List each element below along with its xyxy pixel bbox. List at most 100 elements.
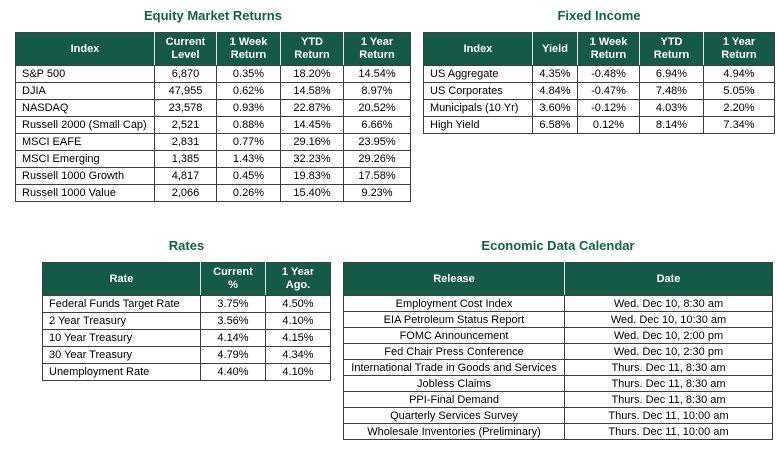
- cell: Wholesale Inventories (Preliminary): [343, 423, 565, 440]
- cell: -0.12%: [577, 99, 640, 117]
- cell: Jobless Claims: [343, 375, 565, 392]
- table-row: 30 Year Treasury 4.79% 4.34%: [42, 346, 331, 364]
- cell: 4.35%: [532, 65, 578, 83]
- cell: NASDAQ: [15, 99, 155, 117]
- cell: 4.10%: [265, 363, 331, 381]
- cell: 4.34%: [265, 346, 331, 364]
- table-row: Federal Funds Target Rate 3.75% 4.50%: [42, 295, 331, 313]
- cell: 29.16%: [280, 133, 344, 151]
- cell: Wed. Dec 10, 2:30 pm: [564, 343, 773, 360]
- cell: 0.88%: [216, 116, 281, 134]
- cell: 8.14%: [639, 116, 704, 134]
- cell: Wed. Dec 10, 10:30 am: [564, 311, 773, 328]
- cell: -0.48%: [577, 65, 640, 83]
- cell: 7.34%: [703, 116, 775, 134]
- cell: Thurs. Dec 11, 10:00 am: [564, 407, 773, 424]
- cell: 30 Year Treasury: [42, 346, 201, 364]
- cell: S&P 500: [15, 65, 155, 83]
- cell: 4.84%: [532, 82, 578, 100]
- cell: 14.58%: [280, 82, 344, 100]
- cell: Thurs. Dec 11, 8:30 am: [564, 359, 773, 376]
- cell: 18.20%: [280, 65, 344, 83]
- cell: 20.52%: [343, 99, 411, 117]
- cell: Wed. Dec 10, 2:00 pm: [564, 327, 773, 344]
- cell: 14.45%: [280, 116, 344, 134]
- cell: 0.62%: [216, 82, 281, 100]
- cell: Fed Chair Press Conference: [343, 343, 565, 360]
- table-row: Unemployment Rate 4.40% 4.10%: [42, 363, 331, 381]
- table-row: FOMC Announcement Wed. Dec 10, 2:00 pm: [343, 327, 773, 344]
- cell: 2,521: [154, 116, 217, 134]
- cell: 4.15%: [265, 329, 331, 347]
- cell: FOMC Announcement: [343, 327, 565, 344]
- rates-column-header-2: 1 Year Ago.: [265, 262, 331, 296]
- table-row: MSCI Emerging 1,385 1.43% 32.23% 29.26%: [15, 150, 411, 168]
- cell: 3.56%: [200, 312, 266, 330]
- cell: 3.60%: [532, 99, 578, 117]
- rates-table: Rate Current% 1 Year Ago. Federal Funds Targ…: [42, 262, 331, 381]
- table-row: High Yield 6.58% 0.12% 8.14% 7.34%: [423, 116, 775, 134]
- table-row: Quarterly Services Survey Thurs. Dec 11, …: [343, 407, 773, 424]
- cell: 14.54%: [343, 65, 411, 83]
- cell: Thurs. Dec 11, 8:30 am: [564, 391, 773, 408]
- cell: 6,870: [154, 65, 217, 83]
- economic-data-calendar-title: Economic Data Calendar: [481, 238, 635, 253]
- cell: DJIA: [15, 82, 155, 100]
- equity-market-returns-table: Index Current Level 1 Week Return YTD Return 1 …: [15, 32, 411, 202]
- equity-market-returns-column-header-3: YTD Return: [280, 32, 344, 66]
- cell: 8.97%: [343, 82, 411, 100]
- cell: PPI-Final Demand: [343, 391, 565, 408]
- cell: 1.43%: [216, 150, 281, 168]
- cell: 32.23%: [280, 150, 344, 168]
- cell: US Aggregate: [423, 65, 533, 83]
- cell: Municipals (10 Yr): [423, 99, 533, 117]
- cell: 17.58%: [343, 167, 411, 185]
- table-row: Wholesale Inventories (Preliminary) Thurs…: [343, 423, 773, 440]
- cell: 2,831: [154, 133, 217, 151]
- table-row: Fed Chair Press Conference Wed. Dec 10, 2…: [343, 343, 773, 360]
- cell: 23.95%: [343, 133, 411, 151]
- cell: 10 Year Treasury: [42, 329, 201, 347]
- equity-market-returns-column-header-4: 1 Year Return: [343, 32, 411, 66]
- header-row: Index Yield 1 Week Return YTD Return 1 Year Ret…: [423, 32, 775, 66]
- cell: 3.75%: [200, 295, 266, 313]
- cell: 6.58%: [532, 116, 578, 134]
- rates-section: Rates Rate Current% 1 Year Ago. Federal Fund…: [42, 238, 331, 381]
- cell: 47,955: [154, 82, 217, 100]
- cell: Federal Funds Target Rate: [42, 295, 201, 313]
- fixed-income-column-header-1: Yield: [532, 32, 578, 66]
- table-row: PPI-Final Demand Thurs. Dec 11, 8:30 am: [343, 391, 773, 408]
- table-row: MSCI EAFE 2,831 0.77% 29.16% 23.95%: [15, 133, 411, 151]
- fixed-income-title: Fixed Income: [557, 8, 641, 23]
- cell: 15.40%: [280, 184, 344, 202]
- cell: Employment Cost Index: [343, 295, 565, 312]
- cell: 5.05%: [703, 82, 775, 100]
- table-row: NASDAQ 23,578 0.93% 22.87% 20.52%: [15, 99, 411, 117]
- cell: 7.48%: [639, 82, 704, 100]
- cell: 19.83%: [280, 167, 344, 185]
- cell: High Yield: [423, 116, 533, 134]
- cell: 0.45%: [216, 167, 281, 185]
- cell: Russell 1000 Value: [15, 184, 155, 202]
- cell: 4.50%: [265, 295, 331, 313]
- cell: MSCI EAFE: [15, 133, 155, 151]
- table-row: Jobless Claims Thurs. Dec 11, 8:30 am: [343, 375, 773, 392]
- table-row: DJIA 47,955 0.62% 14.58% 8.97%: [15, 82, 411, 100]
- fixed-income-column-header-4: 1 Year Return: [703, 32, 775, 66]
- cell: Russell 1000 Growth: [15, 167, 155, 185]
- cell: 2.20%: [703, 99, 775, 117]
- cell: 22.87%: [280, 99, 344, 117]
- cell: 0.93%: [216, 99, 281, 117]
- table-row: Employment Cost Index Wed. Dec 10, 8:30 a…: [343, 295, 773, 312]
- rates-column-header-0: Rate: [42, 262, 201, 296]
- header-row: Rate Current% 1 Year Ago.: [42, 262, 331, 296]
- cell: 6.66%: [343, 116, 411, 134]
- header-row: Index Current Level 1 Week Return YTD Return 1 …: [15, 32, 411, 66]
- economic-data-calendar-column-header-1: Date: [564, 262, 773, 296]
- cell: Quarterly Services Survey: [343, 407, 565, 424]
- table-row: S&P 500 6,870 0.35% 18.20% 14.54%: [15, 65, 411, 83]
- equity-market-returns-column-header-0: Index: [15, 32, 155, 66]
- cell: 4.40%: [200, 363, 266, 381]
- rates-title: Rates: [168, 238, 205, 253]
- cell: 2 Year Treasury: [42, 312, 201, 330]
